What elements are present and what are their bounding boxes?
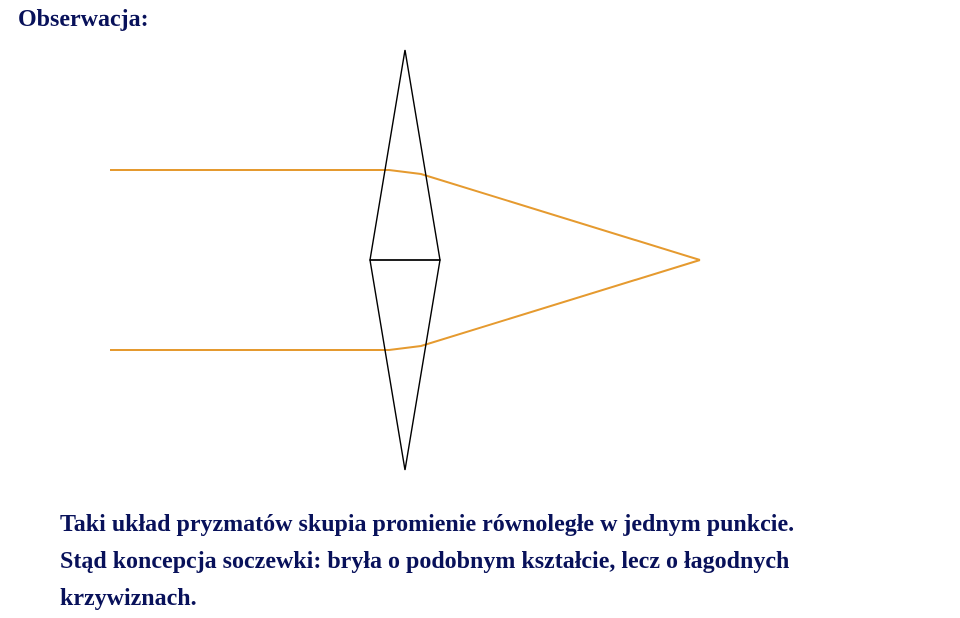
figure-caption: Taki układ pryzmatów skupia promienie ró… — [60, 506, 920, 618]
prism-group — [370, 50, 440, 470]
section-heading: Obserwacja: — [18, 6, 149, 33]
page: Obserwacja: Taki układ pryzmatów skupia … — [0, 0, 960, 613]
ray-lower — [110, 260, 700, 350]
prism-diagram — [0, 40, 960, 480]
ray-upper — [110, 170, 700, 260]
caption-line-2: Stąd koncepcja soczewki: bryła o podobny… — [60, 548, 789, 611]
prism-top — [370, 50, 440, 260]
caption-line-1: Taki układ pryzmatów skupia promienie ró… — [60, 511, 794, 537]
prism-bottom — [370, 260, 440, 470]
